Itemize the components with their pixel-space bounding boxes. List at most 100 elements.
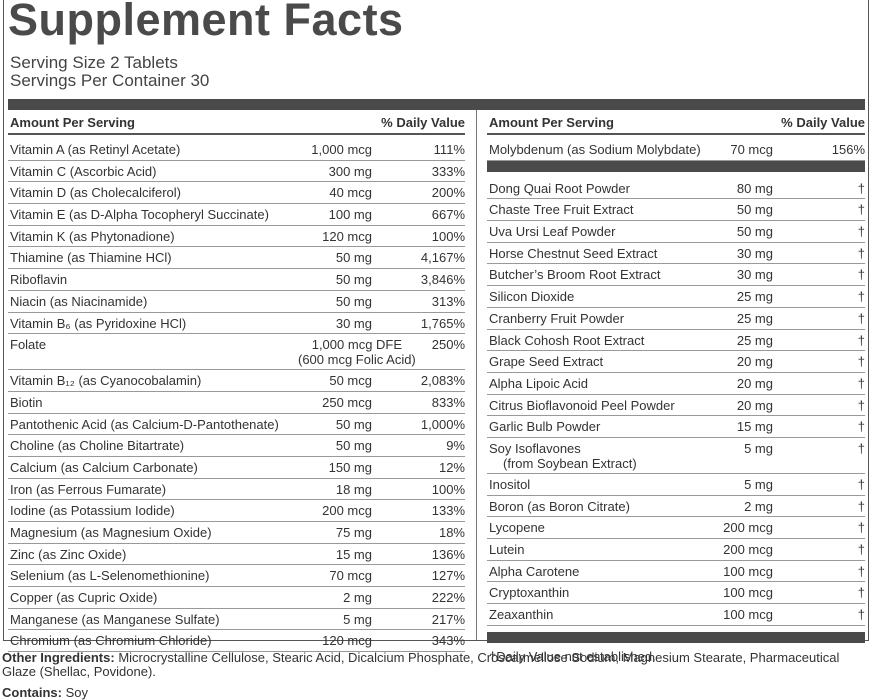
nutrient-name: Citrus Bioflavonoid Peel Powder (489, 397, 675, 413)
nutrient-row: Zeaxanthin 100 mcg † (487, 604, 865, 626)
table-header: Amount Per Serving % Daily Value (8, 112, 465, 135)
amount: 200 mcg (322, 503, 372, 519)
daily-value: † (857, 267, 865, 283)
amount: 1,000 mcg DFE (600 mcg Folic Acid) (298, 337, 416, 368)
amount: 30 mg (736, 245, 773, 261)
nutrient-row: Horse Chestnut Seed Extract 30 mg † (487, 243, 865, 265)
contains: Contains: Soy (2, 686, 852, 700)
nutrient-name: Choline (as Choline Bitartrate) (10, 438, 185, 454)
amount: 25 mg (736, 332, 773, 348)
nutrient-name: Niacin (as Niacinamide) (10, 293, 148, 309)
amount: 100 mg (328, 207, 372, 223)
amount: 50 mg (335, 416, 372, 432)
amount: 80 mg (736, 180, 773, 196)
amount: 70 mcg (730, 142, 773, 157)
daily-value: † (857, 202, 865, 218)
daily-value: † (857, 585, 865, 601)
amount: 50 mg (335, 438, 372, 454)
amount: 50 mg (736, 202, 773, 218)
nutrient-name: Vitamin E (as D-Alpha Tocopheryl Succina… (10, 207, 269, 223)
nutrient-row: Calcium (as Calcium Carbonate) 150 mg 12% (8, 457, 465, 479)
amount: 50 mcg (329, 373, 372, 389)
nutrient-row: Iron (as Ferrous Fumarate) 18 mg 100% (8, 479, 465, 501)
nutrient-row: Biotin 250 mcg 833% (8, 392, 465, 414)
nutrient-row: Manganese (as Manganese Sulfate) 5 mg 217% (8, 609, 465, 631)
daily-value: † (857, 498, 865, 514)
nutrient-name: Pantothenic Acid (as Calcium-D-Pantothen… (10, 416, 279, 432)
nutrient-row: Vitamin B₆ (as Pyridoxine HCl) 30 mg 1,765… (8, 313, 465, 335)
amount: 120 mcg (322, 633, 372, 649)
daily-value: † (857, 375, 865, 391)
nutrient-name: Soy Isoflavones (from Soybean Extract) (489, 440, 637, 471)
header-dv: % Daily Value (381, 115, 465, 130)
amount: 20 mg (736, 354, 773, 370)
daily-value: 343% (431, 633, 465, 649)
amount: 150 mg (328, 459, 372, 475)
daily-value: 111% (433, 142, 465, 157)
amount: 120 mcg (322, 228, 372, 244)
nutrient-row: Riboflavin 50 mg 3,846% (8, 269, 465, 291)
serving-size: Serving Size 2 Tablets (10, 53, 178, 72)
amount: 25 mg (736, 310, 773, 326)
nutrient-row: Folate 1,000 mcg DFE (600 mcg Folic Acid) 2… (8, 334, 465, 371)
other-ingredients-text: Microcrystalline Cellulose, Stearic Acid… (2, 650, 840, 679)
daily-value: 333% (431, 163, 465, 179)
daily-value: 250% (431, 337, 465, 353)
daily-value: † (857, 476, 865, 492)
nutrient-name: Thiamine (as Thiamine HCl) (10, 250, 172, 266)
amount: 50 mg (335, 293, 372, 309)
nutrient-row: Inositol 5 mg † (487, 474, 865, 496)
amount: 15 mg (335, 546, 372, 562)
nutrient-row: Copper (as Cupric Oxide) 2 mg 222% (8, 587, 465, 609)
thick-rule (8, 99, 865, 110)
nutrient-row: Zinc (as Zinc Oxide) 15 mg 136% (8, 544, 465, 566)
nutrient-name: Manganese (as Manganese Sulfate) (10, 611, 220, 627)
nutrient-row: Grape Seed Extract 20 mg † (487, 351, 865, 373)
nutrient-name: Iodine (as Potassium Iodide) (10, 503, 175, 519)
nutrient-name: Molybdenum (as Sodium Molybdate) (489, 142, 701, 157)
daily-value: † (857, 563, 865, 579)
nutrient-name: Folate (10, 337, 47, 353)
nutrient-name: Chaste Tree Fruit Extract (489, 202, 634, 218)
contains-label: Contains: (2, 685, 62, 700)
daily-value: 9% (446, 438, 465, 454)
table-header: Amount Per Serving % Daily Value (487, 112, 865, 135)
daily-value: 156% (831, 142, 865, 157)
amount: 2 mg (343, 590, 372, 606)
nutrient-name: Inositol (489, 476, 531, 492)
amount: 25 mg (736, 289, 773, 305)
nutrient-name: Iron (as Ferrous Fumarate) (10, 481, 167, 497)
nutrient-row: Vitamin B₁₂ (as Cyanocobalamin) 50 mcg 2,0… (8, 370, 465, 392)
nutrient-name: Lycopene (489, 520, 545, 536)
nutrient-name: Lutein (489, 542, 525, 557)
bottom-notes: Other Ingredients: Microcrystalline Cell… (2, 651, 852, 700)
daily-value: 313% (431, 293, 465, 309)
nutrient-name: Vitamin D (as Cholecalciferol) (10, 185, 181, 201)
nutrient-row: Alpha Lipoic Acid 20 mg † (487, 373, 865, 395)
nutrient-name: Copper (as Cupric Oxide) (10, 590, 158, 606)
amount: 30 mg (335, 315, 372, 331)
nutrient-name: Selenium (as L-Selenomethionine) (10, 568, 210, 584)
nutrient-name: Riboflavin (10, 272, 68, 288)
daily-value: 4,167% (420, 250, 465, 266)
nutrient-row: Butcher’s Broom Root Extract 30 mg † (487, 264, 865, 287)
daily-value: † (857, 354, 865, 370)
nutrient-row: Vitamin D (as Cholecalciferol) 40 mcg 200% (8, 182, 465, 205)
nutrient-row: Magnesium (as Magnesium Oxide) 75 mg 18% (8, 522, 465, 544)
daily-value: † (857, 180, 865, 196)
daily-value: † (857, 397, 865, 413)
daily-value: † (857, 245, 865, 261)
amount: 1,000 mcg (311, 142, 372, 157)
nutrient-row: Lutein 200 mcg † (487, 539, 865, 561)
nutrient-name: Vitamin K (as Phytonadione) (10, 228, 175, 244)
daily-value: 12% (438, 459, 465, 475)
daily-value: 222% (431, 590, 465, 606)
daily-value: † (857, 542, 865, 557)
daily-value: 3,846% (420, 272, 465, 288)
nutrient-name: Uva Ursi Leaf Powder (489, 224, 616, 240)
daily-value: 18% (438, 525, 465, 540)
amount: 50 mg (335, 272, 372, 288)
nutrient-row: Choline (as Choline Bitartrate) 50 mg 9% (8, 435, 465, 457)
daily-value: † (857, 332, 865, 348)
